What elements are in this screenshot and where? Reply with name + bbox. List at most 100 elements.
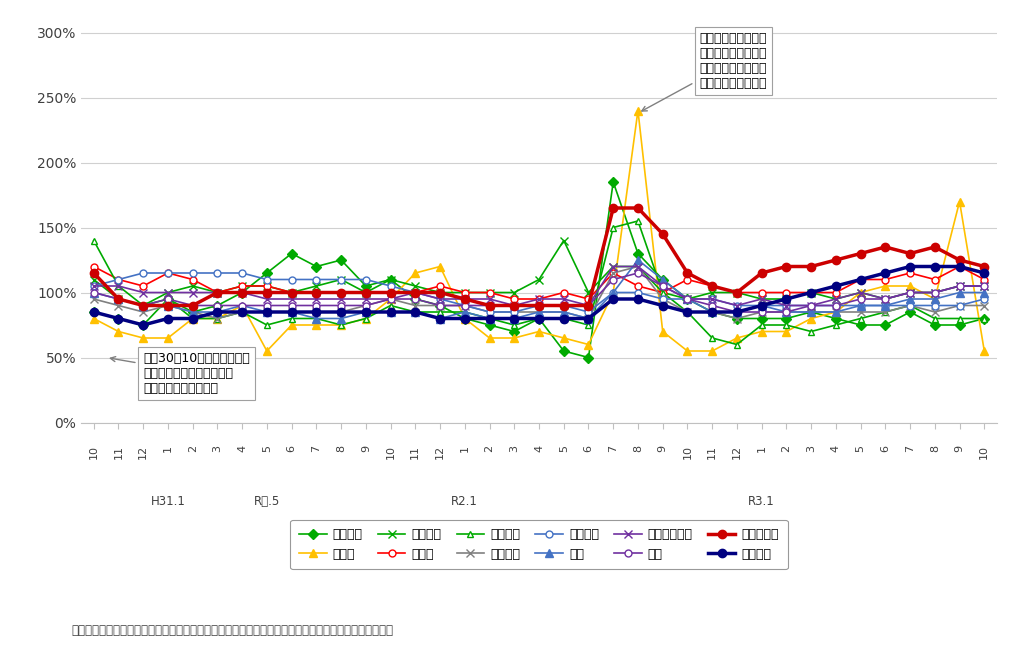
- だいこん: [756, 308, 768, 316]
- きゅうり: [607, 263, 619, 270]
- ねぎ: [557, 308, 570, 316]
- レタス: [731, 334, 743, 342]
- Text: R3.1: R3.1: [749, 495, 775, 508]
- レタス: [335, 321, 347, 329]
- キャベツ: [731, 315, 743, 322]
- トマト: [756, 289, 768, 296]
- ほうれんそう: [434, 295, 446, 303]
- キャベツ: [681, 295, 694, 303]
- だいこん: [954, 302, 966, 309]
- なす: [236, 302, 248, 309]
- はくさい: [260, 321, 273, 329]
- ばれいしょ: [681, 269, 694, 277]
- ねぎ: [137, 302, 149, 309]
- だいこん: [657, 295, 669, 303]
- ねぎ: [607, 289, 619, 296]
- トマト: [335, 289, 347, 296]
- ばれいしょ: [954, 256, 966, 264]
- なす: [632, 269, 644, 277]
- ほうれんそう: [409, 289, 421, 296]
- ばれいしょ: [583, 302, 595, 309]
- Text: H31.1: H31.1: [151, 495, 185, 508]
- たまねぎ: [286, 276, 298, 283]
- Text: R元.5: R元.5: [254, 495, 280, 508]
- ほうれんそう: [805, 302, 818, 309]
- だいこん: [805, 308, 818, 316]
- はくさい: [137, 302, 149, 309]
- レタス: [360, 315, 372, 322]
- だいこん: [87, 295, 100, 303]
- Text: 12: 12: [435, 445, 445, 459]
- にんじん: [508, 315, 521, 322]
- たまねぎ: [409, 289, 421, 296]
- Text: 7: 7: [905, 445, 915, 452]
- きゅうり: [459, 289, 471, 296]
- なす: [854, 295, 866, 303]
- はくさい: [483, 315, 495, 322]
- Text: 7: 7: [311, 445, 321, 452]
- ほうれんそう: [384, 295, 397, 303]
- トマト: [286, 289, 298, 296]
- トマト: [483, 289, 495, 296]
- ほうれんそう: [854, 289, 866, 296]
- Text: 12: 12: [732, 445, 742, 459]
- だいこん: [260, 308, 273, 316]
- キャベツ: [87, 308, 100, 316]
- たまねぎ: [880, 302, 892, 309]
- Text: 8: 8: [633, 445, 643, 452]
- キャベツ: [929, 321, 941, 329]
- たまねぎ: [384, 282, 397, 290]
- キャベツ: [830, 315, 842, 322]
- にんじん: [681, 308, 694, 316]
- キャベツ: [212, 302, 224, 309]
- Text: 1: 1: [460, 445, 470, 452]
- レタス: [978, 347, 991, 355]
- だいこん: [112, 302, 124, 309]
- はくさい: [681, 308, 694, 316]
- キャベツ: [384, 276, 397, 283]
- たまねぎ: [607, 289, 619, 296]
- キャベツ: [756, 315, 768, 322]
- レタス: [929, 295, 941, 303]
- きゅうり: [137, 302, 149, 309]
- Text: 11: 11: [114, 445, 123, 459]
- にんじん: [657, 302, 669, 309]
- にんじん: [557, 315, 570, 322]
- はくさい: [434, 308, 446, 316]
- はくさい: [112, 282, 124, 290]
- Text: 4: 4: [534, 445, 544, 452]
- なす: [805, 302, 818, 309]
- にんじん: [162, 315, 174, 322]
- Text: R2.1: R2.1: [452, 495, 478, 508]
- はくさい: [335, 321, 347, 329]
- Text: 9: 9: [658, 445, 668, 452]
- トマト: [657, 289, 669, 296]
- きゅうり: [904, 289, 916, 296]
- トマト: [236, 282, 248, 290]
- なす: [954, 282, 966, 290]
- トマト: [830, 289, 842, 296]
- レタス: [236, 302, 248, 309]
- きゅうり: [780, 295, 792, 303]
- ねぎ: [360, 308, 372, 316]
- はくさい: [607, 224, 619, 231]
- きゅうり: [978, 282, 991, 290]
- トマト: [162, 269, 174, 277]
- たまねぎ: [978, 295, 991, 303]
- きゅうり: [186, 282, 198, 290]
- Text: 1: 1: [757, 445, 767, 452]
- ばれいしょ: [459, 295, 471, 303]
- トマト: [805, 289, 818, 296]
- ほうれんそう: [904, 289, 916, 296]
- ばれいしょ: [286, 289, 298, 296]
- きゅうり: [112, 295, 124, 303]
- だいこん: [904, 302, 916, 309]
- たまねぎ: [360, 276, 372, 283]
- レタス: [533, 328, 545, 335]
- ねぎ: [706, 308, 718, 316]
- ねぎ: [260, 308, 273, 316]
- きゅうり: [929, 289, 941, 296]
- Line: ねぎ: ねぎ: [89, 256, 989, 322]
- トマト: [557, 289, 570, 296]
- レタス: [384, 295, 397, 303]
